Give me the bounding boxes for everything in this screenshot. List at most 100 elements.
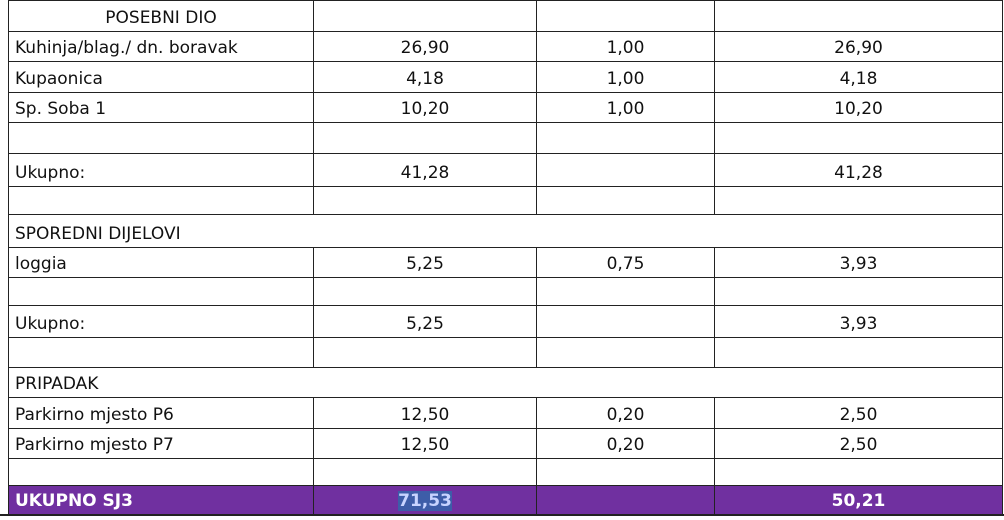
table-cell — [536, 153, 715, 187]
table-cell — [536, 485, 715, 515]
table-cell: Kupaonica — [8, 61, 314, 93]
table-row — [8, 458, 1003, 486]
table-cell: 0,20 — [536, 397, 715, 429]
cell-text: 4,18 — [839, 69, 878, 89]
table-cell — [8, 458, 314, 486]
cell-text: 1,00 — [606, 38, 645, 58]
table-cell — [714, 458, 1003, 486]
table-row: Parkirno mjesto P7 12,50 0,20 2,50 — [8, 428, 1003, 459]
cell-text: POSEBNI DIO — [105, 8, 217, 28]
table-cell — [313, 458, 537, 486]
cell-text: Kupaonica — [15, 69, 103, 89]
cell-text: 1,00 — [606, 69, 645, 89]
cell-text: 0,20 — [606, 405, 645, 425]
table-cell: UKUPNO SJ3 — [8, 485, 314, 515]
cell-text: loggia — [15, 254, 67, 274]
table-cell — [313, 337, 537, 368]
cell-text: 41,28 — [400, 163, 450, 183]
cell-text: 4,18 — [406, 69, 444, 89]
table-cell: SPOREDNI DIJELOVI — [8, 214, 1003, 248]
table-row: Ukupno: 5,25 3,93 — [8, 305, 1003, 338]
table-cell — [536, 186, 715, 215]
cell-text: 12,50 — [400, 435, 450, 455]
table-cell: Kuhinja/blag./ dn. boravak — [8, 31, 314, 62]
cell-text: 10,20 — [400, 99, 450, 119]
cell-text: PRIPADAK — [15, 374, 99, 394]
table-row: SPOREDNI DIJELOVI — [8, 214, 1003, 248]
table-row: Parkirno mjesto P6 12,50 0,20 2,50 — [8, 397, 1003, 429]
table-row: Ukupno: 41,28 41,28 — [8, 153, 1003, 187]
table-cell: 10,20 — [313, 92, 537, 123]
table-row: PRIPADAK — [8, 367, 1003, 398]
cell-text: Ukupno: — [15, 163, 86, 183]
table-cell: 1,00 — [536, 92, 715, 123]
cell-text: 71,53 — [398, 491, 452, 511]
area-table: POSEBNI DIO Kuhinja/blag./ dn. boravak 26,… — [8, 0, 1003, 515]
table-cell — [536, 0, 715, 32]
table-cell: 10,20 — [714, 92, 1003, 123]
table-row — [8, 122, 1003, 154]
cell-text: Kuhinja/blag./ dn. boravak — [15, 38, 238, 58]
table-cell: Ukupno: — [8, 305, 314, 338]
table-cell — [313, 186, 537, 215]
table-cell — [313, 0, 537, 32]
cell-text: 0,20 — [606, 435, 645, 455]
table-cell — [714, 0, 1003, 32]
cell-text: Sp. Soba 1 — [15, 99, 107, 119]
table-cell — [313, 122, 537, 154]
cell-text: 2,50 — [839, 405, 878, 425]
table-cell: 5,25 — [313, 247, 537, 278]
table-cell: 0,20 — [536, 428, 715, 459]
cell-text: 10,20 — [834, 99, 883, 119]
table-cell — [536, 458, 715, 486]
table-cell: 2,50 — [714, 428, 1003, 459]
table-cell — [536, 337, 715, 368]
cell-text: 2,50 — [839, 435, 878, 455]
table-cell: 41,28 — [313, 153, 537, 187]
table-row: UKUPNO SJ3 71,53 50,21 — [8, 485, 1003, 515]
table-cell: 26,90 — [313, 31, 537, 62]
table-cell — [714, 122, 1003, 154]
table-cell: 71,53 — [313, 485, 537, 515]
table-cell: 0,75 — [536, 247, 715, 278]
table-cell: 4,18 — [714, 61, 1003, 93]
table-row: loggia 5,25 0,75 3,93 — [8, 247, 1003, 278]
cell-text: 5,25 — [406, 314, 444, 334]
table-cell — [313, 277, 537, 306]
table-row: POSEBNI DIO — [8, 0, 1003, 32]
table-cell: loggia — [8, 247, 314, 278]
cell-text: Parkirno mjesto P6 — [15, 405, 174, 425]
table-cell: PRIPADAK — [8, 367, 1003, 398]
table-row: Kuhinja/blag./ dn. boravak 26,90 1,00 26,90 — [8, 31, 1003, 62]
cell-text: 5,25 — [406, 254, 444, 274]
cell-text: 26,90 — [834, 38, 883, 58]
table-cell — [8, 186, 314, 215]
table-cell — [8, 337, 314, 368]
table-cell: 3,93 — [714, 305, 1003, 338]
table-row: Kupaonica 4,18 1,00 4,18 — [8, 61, 1003, 93]
cell-text: 3,93 — [839, 254, 878, 274]
table-row — [8, 186, 1003, 215]
table-cell: 4,18 — [313, 61, 537, 93]
table-cell: 3,93 — [714, 247, 1003, 278]
table-cell: 1,00 — [536, 31, 715, 62]
cell-text: 41,28 — [834, 163, 883, 183]
table-cell: 12,50 — [313, 397, 537, 429]
table-cell — [714, 337, 1003, 368]
table-cell: 26,90 — [714, 31, 1003, 62]
table-row — [8, 277, 1003, 306]
bottom-rule — [0, 514, 1004, 516]
cell-text: 1,00 — [606, 99, 645, 119]
cell-text: 50,21 — [831, 491, 886, 511]
table-cell: Parkirno mjesto P7 — [8, 428, 314, 459]
table-row — [8, 337, 1003, 368]
cell-text: Parkirno mjesto P7 — [15, 435, 174, 455]
table-cell — [714, 277, 1003, 306]
cell-text: 26,90 — [400, 38, 450, 58]
cell-text: UKUPNO SJ3 — [15, 491, 133, 511]
cell-text: 3,93 — [839, 314, 878, 334]
table-cell: 5,25 — [313, 305, 537, 338]
cell-text: 12,50 — [400, 405, 450, 425]
table-cell — [8, 277, 314, 306]
table-cell: 50,21 — [714, 485, 1003, 515]
